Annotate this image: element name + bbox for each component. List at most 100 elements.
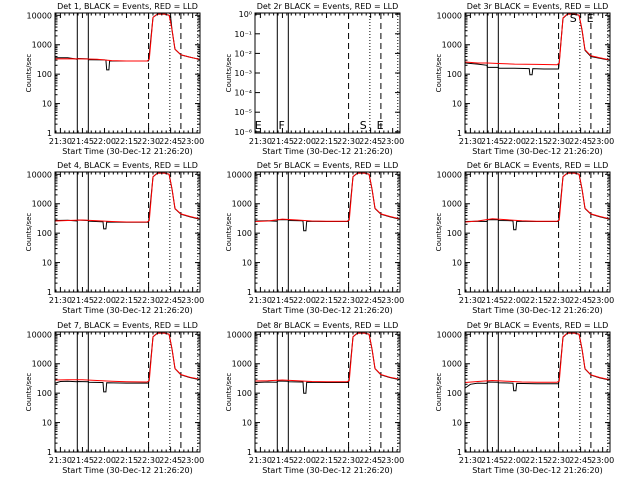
y-tick-label: 1000 — [32, 41, 52, 50]
y-tick-label: 1000 — [232, 360, 252, 369]
panel-title: Det 8r BLACK = Events, RED = LLD — [257, 321, 399, 330]
panel-7: 1 10 100 1000 10000 21:3021:4522:0022:1522:30… — [25, 321, 204, 475]
x-axis-label: Start Time (30-Dec-12 21:26:20) — [262, 466, 393, 475]
x-tick-label: 22:30 — [137, 137, 160, 146]
x-tick-label: 22:15 — [115, 137, 138, 146]
panel-title: Det 6r BLACK = Events, RED = LLD — [467, 161, 609, 170]
x-tick-label: 21:30 — [459, 296, 482, 305]
panel-title: Det 4, BLACK = Events, RED = LLD — [57, 161, 198, 170]
lld-series-line — [55, 332, 200, 383]
y-tick-label: 100 — [237, 389, 252, 398]
x-tick-label: 22:00 — [503, 137, 526, 146]
y-tick-label: 1000 — [442, 360, 462, 369]
panel-6: 1 10 100 1000 10000 21:3021:4522:0022:1522:30… — [435, 161, 614, 315]
x-tick-label: 21:45 — [71, 456, 94, 465]
y-tick-label: 1 — [247, 288, 252, 297]
x-tick-label: 21:45 — [71, 296, 94, 305]
y-tick-label: 10 — [242, 259, 252, 268]
x-tick-label: 21:30 — [49, 456, 72, 465]
y-axis-label: Counts/sec — [435, 213, 443, 252]
y-tick-label: 10000 — [27, 11, 52, 20]
panel-1: 1 10 100 1000 10000 21:3021:4522:0022:1522:30… — [25, 2, 204, 156]
x-tick-label: 22:45 — [569, 456, 592, 465]
x-axis-label: Start Time (30-Dec-12 21:26:20) — [62, 466, 193, 475]
y-tick-label: 10000 — [437, 330, 462, 339]
y-tick-label: 1 — [47, 129, 52, 138]
x-tick-label: 23:00 — [181, 137, 204, 146]
panel-title: Det 2r BLACK = Events, RED = LLD — [257, 2, 399, 11]
y-tick-label: 1 — [47, 448, 52, 457]
y-tick-label: 10000 — [227, 330, 252, 339]
x-tick-label: 22:30 — [547, 296, 570, 305]
x-tick-label: 23:00 — [181, 456, 204, 465]
plot-frame — [254, 171, 401, 293]
y-tick-label: 10000 — [27, 330, 52, 339]
x-tick-label: 23:00 — [381, 456, 404, 465]
x-tick-label: 23:00 — [381, 137, 404, 146]
plot-frame — [54, 331, 201, 453]
panel-9: 1 10 100 1000 10000 21:3021:4522:0022:1522:30… — [435, 321, 614, 475]
x-tick-label: 22:15 — [315, 296, 338, 305]
y-tick-label: 10 — [452, 259, 462, 268]
y-tick-label: 100 — [37, 389, 52, 398]
y-tick-label: 100 — [37, 70, 52, 79]
y-axis-label: Counts/sec — [25, 373, 33, 412]
x-tick-label: 21:30 — [49, 296, 72, 305]
panel-title: Det 9r BLACK = Events, RED = LLD — [467, 321, 609, 330]
y-tick-label: 1000 — [32, 360, 52, 369]
y-tick-label: 10000 — [437, 170, 462, 179]
y-tick-label: 10 — [42, 100, 52, 109]
y-tick-label: 10⁻⁶ — [234, 128, 252, 137]
x-tick-label: 22:15 — [525, 456, 548, 465]
plot-frame — [254, 331, 401, 453]
x-axis-label: Start Time (30-Dec-12 21:26:20) — [472, 306, 603, 315]
plot-frame — [464, 12, 611, 134]
marker-letter-label: E — [587, 12, 594, 25]
x-tick-label: 22:00 — [93, 137, 116, 146]
y-tick-label: 10⁻⁴ — [234, 89, 252, 98]
marker-letter-label: E — [377, 119, 384, 132]
x-tick-label: 22:30 — [337, 137, 360, 146]
lld-series-line — [55, 13, 200, 62]
x-tick-label: 21:30 — [459, 456, 482, 465]
plot-frame — [464, 171, 611, 293]
x-tick-label: 21:30 — [249, 296, 272, 305]
x-tick-label: 22:45 — [359, 456, 382, 465]
x-tick-label: 21:30 — [49, 137, 72, 146]
y-tick-label: 10 — [452, 419, 462, 428]
y-axis-label: Counts/sec — [435, 54, 443, 93]
x-tick-label: 22:00 — [93, 296, 116, 305]
x-tick-label: 22:15 — [525, 296, 548, 305]
lld-series-line — [465, 13, 610, 66]
lld-series-line — [55, 172, 200, 223]
x-tick-label: 22:30 — [547, 137, 570, 146]
x-tick-label: 21:30 — [249, 456, 272, 465]
x-tick-label: 22:15 — [525, 137, 548, 146]
y-tick-label: 1 — [247, 448, 252, 457]
x-tick-label: 22:00 — [93, 456, 116, 465]
x-tick-label: 22:30 — [547, 456, 570, 465]
y-tick-label: 100 — [37, 229, 52, 238]
x-tick-label: 22:45 — [359, 137, 382, 146]
x-tick-label: 22:15 — [315, 456, 338, 465]
lld-series-line — [465, 332, 610, 383]
x-tick-label: 23:00 — [591, 456, 614, 465]
y-tick-label: 10000 — [27, 170, 52, 179]
x-tick-label: 21:45 — [271, 137, 294, 146]
y-tick-label: 10 — [42, 419, 52, 428]
x-tick-label: 22:15 — [115, 456, 138, 465]
y-tick-label: 10⁻¹ — [234, 30, 252, 39]
y-tick-label: 10 — [452, 100, 462, 109]
x-tick-label: 22:45 — [359, 296, 382, 305]
y-tick-label: 10000 — [437, 11, 462, 20]
y-tick-label: 1000 — [232, 200, 252, 209]
panel-title: Det 1, BLACK = Events, RED = LLD — [57, 2, 198, 11]
x-axis-label: Start Time (30-Dec-12 21:26:20) — [262, 306, 393, 315]
y-tick-label: 10 — [242, 419, 252, 428]
panel-5: 1 10 100 1000 10000 21:3021:4522:0022:1522:30… — [225, 161, 404, 315]
y-tick-label: 100 — [447, 229, 462, 238]
y-tick-label: 1000 — [442, 200, 462, 209]
y-tick-label: 10 — [42, 259, 52, 268]
